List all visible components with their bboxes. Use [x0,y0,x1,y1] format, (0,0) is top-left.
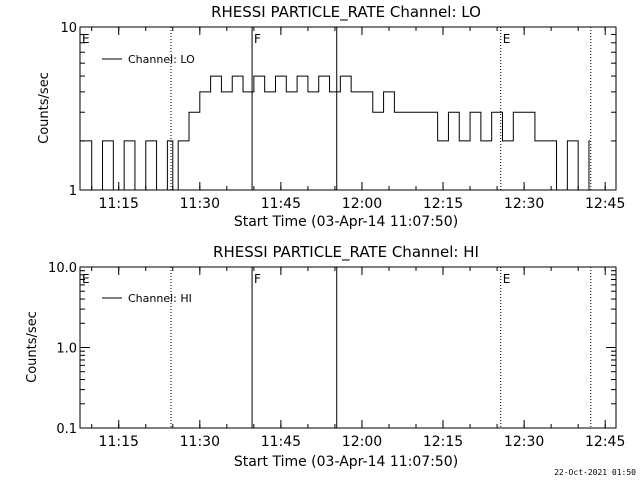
event-marker-label: F [254,272,261,286]
legend-label: Channel: LO [128,53,195,66]
series-line [80,75,590,191]
event-marker-label: E [82,32,90,46]
x-axis-label: Start Time (03-Apr-14 11:07:50) [234,214,458,230]
x-tick-label: 12:45 [585,434,625,450]
x-axis-label: Start Time (03-Apr-14 11:07:50) [234,454,458,470]
event-marker-label: E [503,32,511,46]
y-tick-label: 1 [69,184,77,199]
x-tick-label: 12:30 [504,196,544,212]
x-tick-label: 11:45 [261,196,301,212]
x-tick-label: 11:15 [99,434,139,450]
y-axis-label: Counts/sec [37,72,52,144]
y-tick-label: 10.0 [48,261,77,276]
event-marker-label: F [254,32,261,46]
legend: Channel: LO [102,53,195,66]
chart-title: RHESSI PARTICLE_RATE Channel: LO [211,3,481,22]
x-tick-label: 12:15 [423,196,463,212]
y-tick-label: 0.1 [56,422,77,437]
panel-hi: RHESSI PARTICLE_RATE Channel: HI Start T… [25,243,625,470]
x-tick-label: 12:30 [504,434,544,450]
x-tick-label: 11:30 [180,196,220,212]
timestamp: 22-Oct-2021 01:50 [554,468,636,477]
legend-label: Channel: HI [128,292,192,305]
legend: Channel: HI [102,292,192,305]
x-tick-label: 11:30 [180,434,220,450]
y-tick-label: 10 [60,21,77,36]
y-axis-label: Counts/sec [25,311,40,383]
panel-lo: RHESSI PARTICLE_RATE Channel: LO Start T… [37,3,625,230]
x-tick-label: 12:00 [342,434,382,450]
plot-frame [79,26,617,191]
event-marker-label: E [82,272,90,286]
x-tick-label: 11:15 [99,196,139,212]
y-tick-label: 1.0 [56,342,77,357]
chart-title: RHESSI PARTICLE_RATE Channel: HI [213,243,479,262]
event-marker-label: E [503,272,511,286]
x-tick-label: 12:00 [342,196,382,212]
x-tick-label: 12:45 [585,196,625,212]
x-tick-label: 12:15 [423,434,463,450]
x-tick-label: 11:45 [261,434,301,450]
